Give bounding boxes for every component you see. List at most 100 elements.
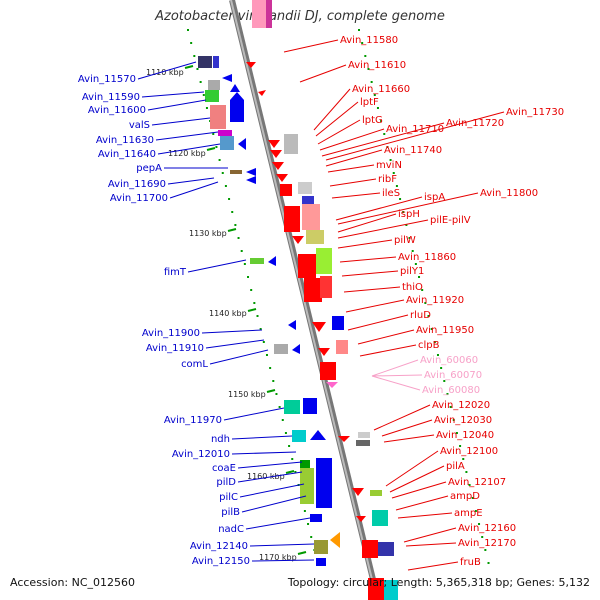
leader-line: [239, 483, 305, 498]
gene-label-lptf: lptF: [360, 97, 379, 108]
leader-line: [237, 461, 303, 469]
right-gene-labels: Avin_11580Avin_11610Avin_11660lptFlptGAv…: [283, 35, 564, 571]
gene-label-avin_11860: Avin_11860: [398, 252, 456, 263]
leader-line: [345, 299, 405, 313]
gene-label-avin_12100: Avin_12100: [440, 446, 498, 457]
leader-line: [397, 512, 453, 519]
gene-label-thio: thiO: [402, 282, 423, 293]
leader-line: [357, 329, 415, 345]
leader-line: [383, 434, 435, 443]
gene-label-avin_12040: Avin_12040: [436, 430, 494, 441]
gene-label-pilb: pilB: [221, 507, 240, 518]
gene-label-avin_11800: Avin_11800: [480, 188, 538, 199]
gene-label-avin_11710: Avin_11710: [386, 124, 444, 135]
gene-label-avin_12020: Avin_12020: [432, 400, 490, 411]
leader-line: [359, 344, 417, 357]
leader-line: [141, 91, 205, 98]
tick-label: 1170 kbp: [259, 553, 297, 562]
gene-label-avin_11580: Avin_11580: [340, 35, 398, 46]
genome-title: Azotobacter vinelandii DJ, complete geno…: [155, 9, 445, 24]
tick-label: 1140 kbp: [209, 309, 247, 318]
leader-line: [385, 450, 439, 487]
gene-label-ndh: ndh: [211, 434, 230, 445]
leader-line: [325, 149, 383, 167]
gene-label-isph: ispH: [398, 209, 420, 220]
leader-line: [205, 339, 265, 349]
leader-line: [373, 404, 431, 431]
gene-label-avin_11920: Avin_11920: [406, 295, 464, 306]
leader-line: [317, 119, 361, 145]
gene-label-ampd: ampD: [450, 491, 480, 502]
leader-line: [371, 375, 421, 391]
leader-line: [337, 219, 429, 239]
leader-line: [245, 517, 311, 530]
gene-label-lptg: lptG: [362, 115, 383, 126]
leader-line: [151, 117, 211, 126]
leader-line: [325, 111, 505, 161]
leader-line: [137, 61, 197, 80]
leader-line: [331, 192, 381, 199]
leader-line: [241, 495, 307, 513]
leader-line: [347, 314, 409, 331]
leader-line: [251, 559, 315, 562]
leader-line: [327, 164, 375, 173]
gene-label-iles: ileS: [382, 188, 400, 199]
gene-label-avin_11640: Avin_11640: [98, 149, 156, 160]
gene-label-avin_11910: Avin_11910: [146, 343, 204, 354]
leader-line: [339, 256, 397, 263]
leader-line: [321, 122, 445, 157]
leader-line: [371, 374, 423, 377]
gene-label-vals: valS: [129, 120, 150, 131]
gene-label-avin_12010: Avin_12010: [172, 449, 230, 460]
leader-line: [201, 329, 263, 334]
gene-label-pile-pilv: pilE-pilV: [430, 215, 471, 226]
gene-label-avin_11610: Avin_11610: [348, 60, 406, 71]
leader-line: [231, 451, 297, 455]
gene-label-avin_12140: Avin_12140: [190, 541, 248, 552]
gene-label-rlud: rluD: [410, 310, 431, 321]
gene-label-avin_11690: Avin_11690: [108, 179, 166, 190]
leader-line: [169, 181, 219, 199]
gene-label-avin_11630: Avin_11630: [96, 135, 154, 146]
leader-line: [341, 270, 399, 277]
gene-label-avin_11570: Avin_11570: [78, 74, 136, 85]
leader-line: [147, 99, 207, 111]
leader-line: [313, 88, 351, 131]
left-gene-labels: Avin_11570 Avin_11590 Avin_11600 valS Avin_1…: [78, 61, 315, 567]
gene-label-avin_11590: Avin_11590: [82, 92, 140, 103]
leader-line: [209, 349, 269, 365]
leader-line: [343, 286, 401, 293]
gene-label-coae: coaE: [212, 463, 236, 474]
gene-label-pepa: pepA: [136, 163, 162, 174]
gene-label-avin_12030: Avin_12030: [434, 415, 492, 426]
gene-label-avin_11740: Avin_11740: [384, 145, 442, 156]
leader-line: [335, 196, 423, 221]
gene-label-avin_60060: Avin_60060: [420, 355, 478, 366]
leader-line: [381, 419, 433, 437]
leader-line: [407, 561, 459, 571]
leader-line: [391, 481, 447, 499]
tick-label: 1150 kbp: [228, 390, 266, 399]
gene-label-avin_11970: Avin_11970: [164, 415, 222, 426]
gene-label-avin_60080: Avin_60080: [422, 385, 480, 396]
leader-line: [299, 64, 347, 83]
gene-label-avin_11730: Avin_11730: [506, 107, 564, 118]
tick-label: 1110 kbp: [146, 68, 184, 77]
leader-line: [231, 435, 293, 440]
gene-label-avin_11720: Avin_11720: [446, 118, 504, 129]
gene-label-avin_12160: Avin_12160: [458, 523, 516, 534]
leader-line: [155, 131, 219, 141]
leader-line: [395, 495, 449, 511]
leader-line: [249, 543, 315, 547]
gene-label-avin_11950: Avin_11950: [416, 325, 474, 336]
tick-label: 1130 kbp: [189, 229, 227, 238]
leader-line: [315, 101, 359, 137]
leader-line: [329, 178, 377, 187]
leader-line: [371, 359, 419, 377]
leader-line: [237, 471, 303, 483]
gene-label-ribf: ribF: [378, 174, 397, 185]
leader-line: [405, 542, 457, 547]
gene-label-nadc: nadC: [218, 524, 244, 535]
leader-line: [187, 259, 247, 273]
